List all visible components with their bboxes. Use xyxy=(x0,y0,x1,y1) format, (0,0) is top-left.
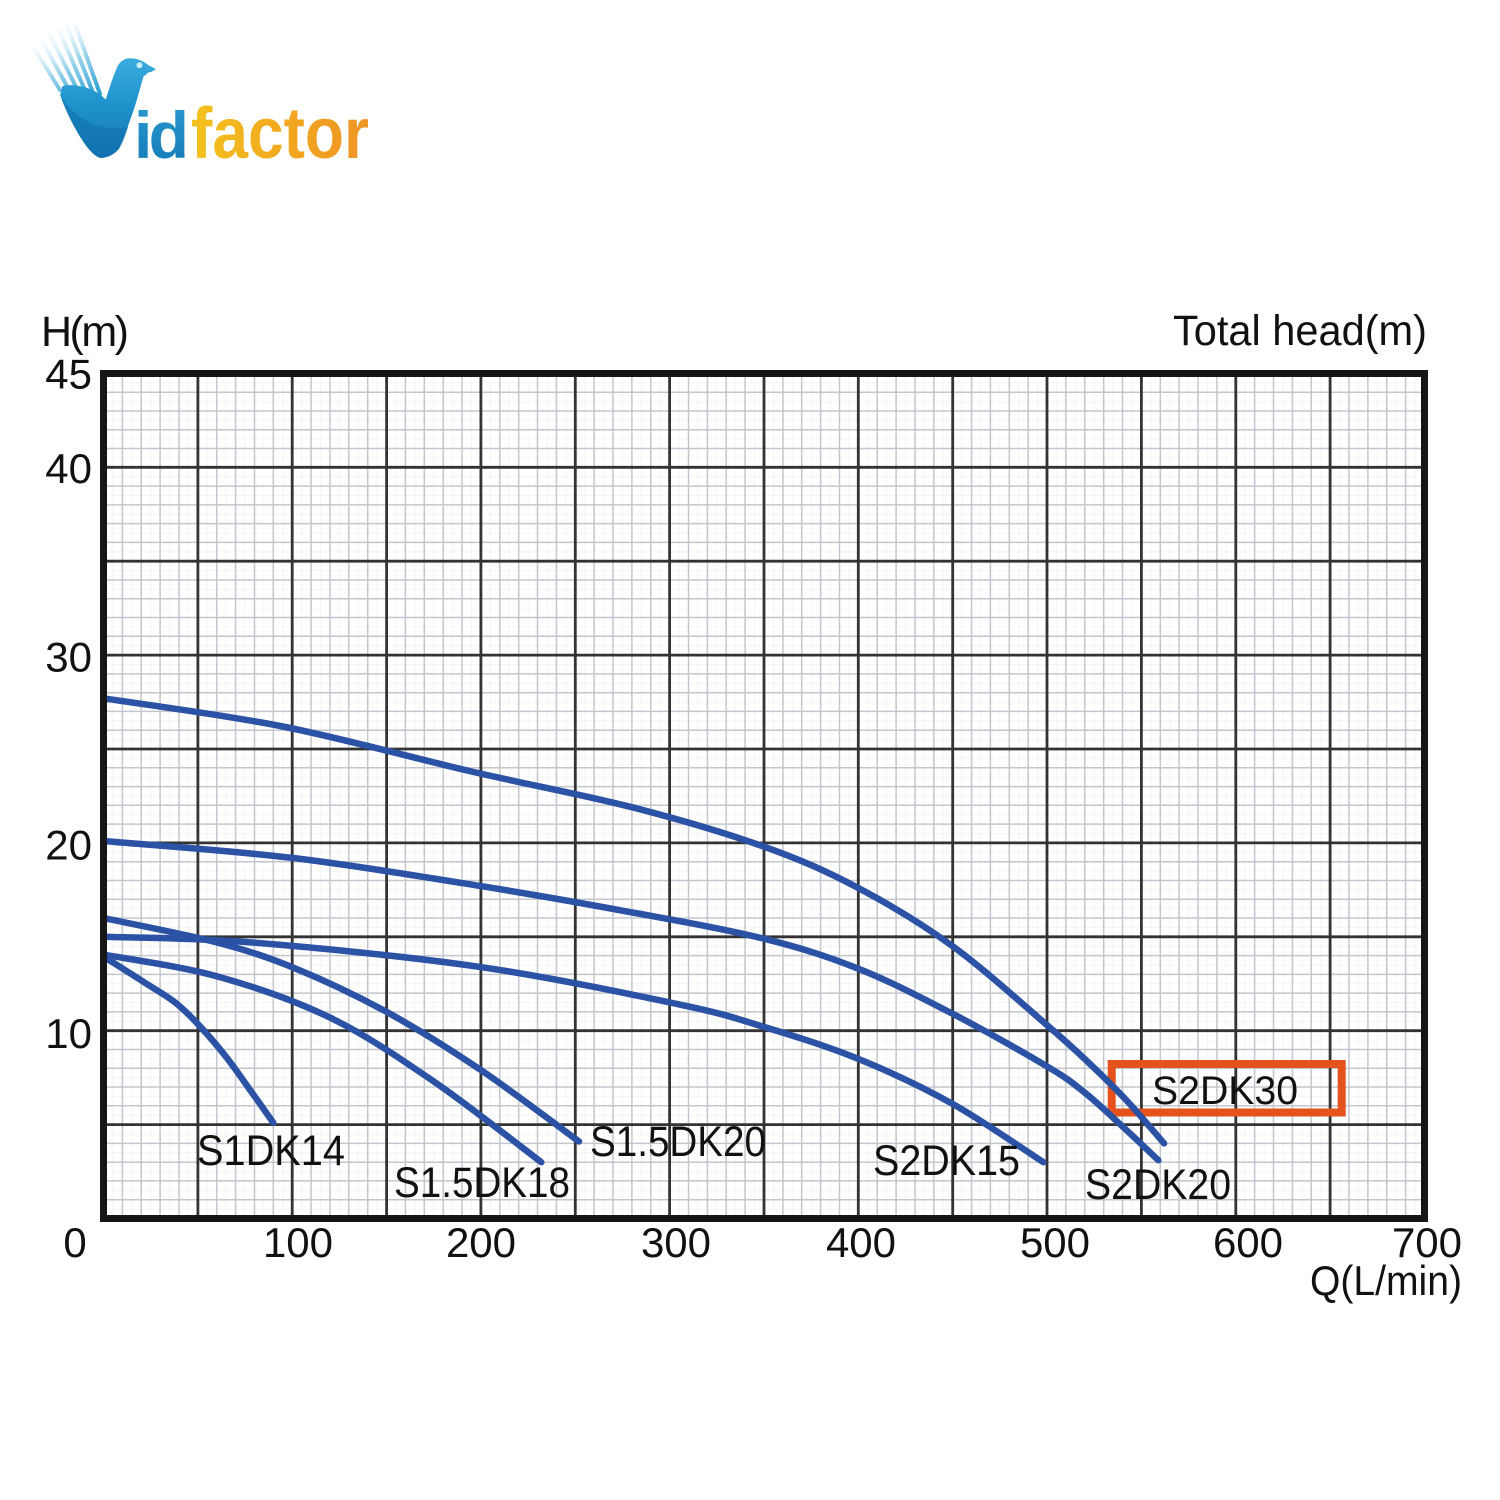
svg-text:S1DK14: S1DK14 xyxy=(197,1127,345,1175)
svg-text:H(m): H(m) xyxy=(41,308,129,356)
svg-text:200: 200 xyxy=(446,1219,516,1266)
svg-text:300: 300 xyxy=(641,1219,711,1266)
svg-text:600: 600 xyxy=(1213,1219,1283,1266)
svg-text:S2DK30: S2DK30 xyxy=(1152,1069,1298,1113)
svg-text:20: 20 xyxy=(45,822,92,869)
svg-text:S2DK20: S2DK20 xyxy=(1085,1161,1231,1209)
svg-text:Total head(m): Total head(m) xyxy=(1173,307,1427,355)
svg-text:700: 700 xyxy=(1392,1219,1462,1266)
svg-text:Q(L/min): Q(L/min) xyxy=(1310,1257,1462,1304)
svg-text:30: 30 xyxy=(45,633,92,680)
svg-text:S1.5DK18: S1.5DK18 xyxy=(394,1159,570,1207)
svg-text:400: 400 xyxy=(826,1219,896,1266)
svg-text:factor: factor xyxy=(191,94,369,174)
svg-text:0: 0 xyxy=(63,1219,86,1266)
svg-text:id: id xyxy=(134,98,189,172)
svg-text:45: 45 xyxy=(45,351,92,398)
svg-text:S2DK15: S2DK15 xyxy=(873,1137,1020,1185)
svg-text:S1.5DK20: S1.5DK20 xyxy=(590,1118,766,1166)
svg-text:10: 10 xyxy=(45,1010,92,1057)
svg-text:500: 500 xyxy=(1020,1219,1090,1266)
svg-text:100: 100 xyxy=(263,1219,333,1266)
svg-text:40: 40 xyxy=(45,445,92,492)
